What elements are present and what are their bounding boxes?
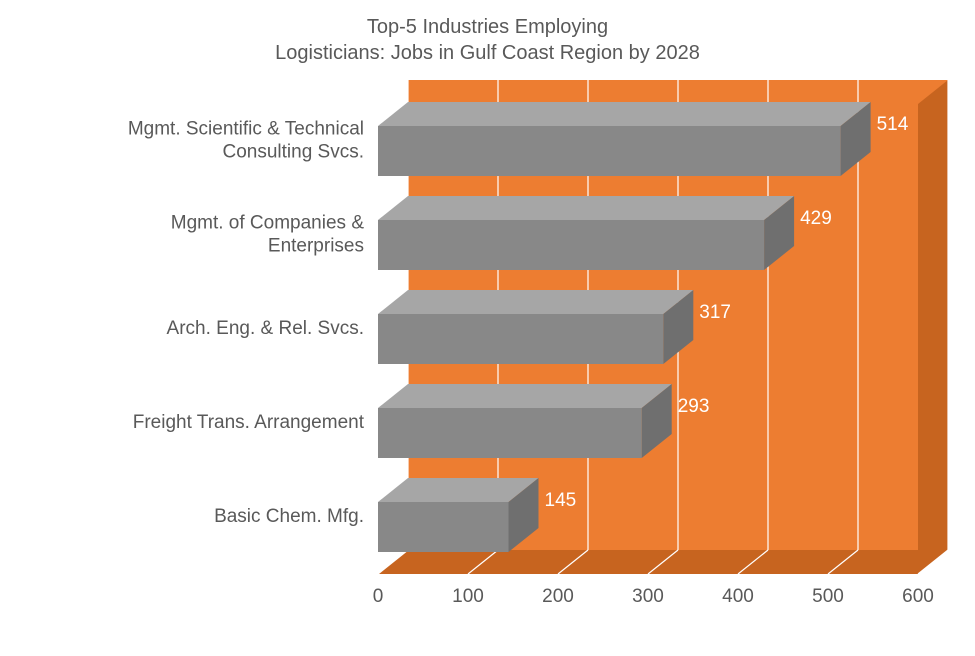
bar-value-label: 514 (877, 114, 909, 135)
x-tick-label: 600 (902, 586, 934, 607)
category-label: Enterprises (268, 235, 364, 256)
x-tick-label: 100 (452, 586, 484, 607)
category-label: Mgmt. Scientific & Technical (128, 118, 364, 139)
bar-value-label: 317 (699, 302, 731, 323)
plot-area: 514Mgmt. Scientific & TechnicalConsultin… (378, 80, 948, 574)
chart-title: Top-5 Industries Employing Logisticians:… (0, 14, 975, 66)
bar-value-label: 429 (800, 208, 832, 229)
x-tick-label: 500 (812, 586, 844, 607)
x-tick-label: 400 (722, 586, 754, 607)
category-label: Freight Trans. Arrangement (133, 412, 365, 433)
bar-value-label: 293 (678, 396, 710, 417)
category-label: Basic Chem. Mfg. (214, 506, 364, 527)
bar-value-label: 145 (545, 490, 577, 511)
category-label: Consulting Svcs. (222, 141, 364, 162)
x-tick-label: 300 (632, 586, 664, 607)
title-line-1: Top-5 Industries Employing (0, 14, 975, 40)
chart-3d-background: 514Mgmt. Scientific & TechnicalConsultin… (378, 80, 948, 574)
category-label: Mgmt. of Companies & (171, 212, 365, 233)
category-label: Arch. Eng. & Rel. Svcs. (167, 318, 364, 339)
x-tick-label: 200 (542, 586, 574, 607)
title-line-2: Logisticians: Jobs in Gulf Coast Region … (0, 40, 975, 66)
x-tick-label: 0 (373, 586, 384, 607)
chart-container: Top-5 Industries Employing Logisticians:… (0, 0, 975, 656)
